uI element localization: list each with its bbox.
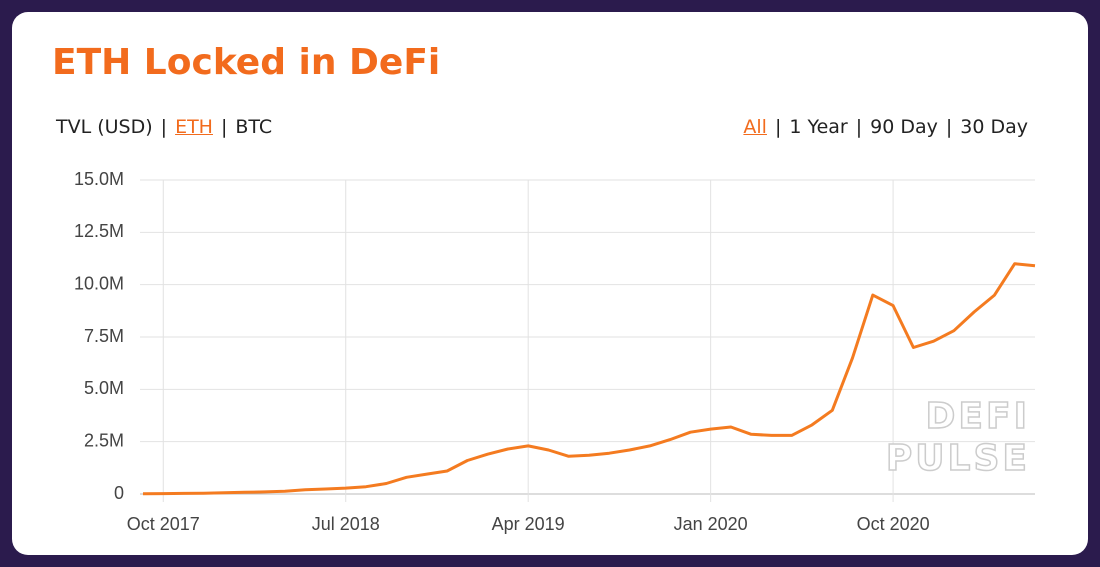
- separator: |: [945, 116, 953, 138]
- x-tick-label: Jul 2018: [312, 514, 380, 534]
- toggle-option[interactable]: 1 Year: [789, 116, 848, 138]
- card: ETH Locked in DeFi TVL (USD) | ETH | BTC All…: [12, 12, 1088, 555]
- y-tick-label: 5.0M: [84, 378, 124, 398]
- toggle-option[interactable]: BTC: [235, 116, 273, 138]
- y-tick-label: 10.0M: [74, 273, 124, 293]
- x-tick-label: Oct 2020: [857, 514, 930, 534]
- separator: |: [160, 116, 168, 138]
- watermark: PULSE: [886, 438, 1030, 479]
- x-tick-label: Oct 2017: [127, 514, 200, 534]
- separator: |: [220, 116, 228, 138]
- data-line: [142, 262, 1036, 496]
- toggle-option[interactable]: TVL (USD): [56, 116, 153, 138]
- range-toggle: All | 1 Year | 90 Day | 30 Day: [743, 116, 1028, 138]
- x-tick-label: Jan 2020: [674, 514, 748, 534]
- toggle-option[interactable]: 90 Day: [870, 116, 938, 138]
- toggle-option[interactable]: 30 Day: [960, 116, 1028, 138]
- y-tick-label: 7.5M: [84, 326, 124, 346]
- y-tick-label: 12.5M: [74, 221, 124, 241]
- y-tick-label: 2.5M: [84, 430, 124, 450]
- y-tick-label: 15.0M: [74, 169, 124, 189]
- y-tick-label: 0: [114, 483, 124, 503]
- toggle-option[interactable]: ETH: [175, 116, 213, 138]
- toggle-option[interactable]: All: [743, 116, 767, 138]
- x-tick-label: Apr 2019: [492, 514, 565, 534]
- separator: |: [774, 116, 782, 138]
- watermark: DEFI: [926, 396, 1030, 437]
- title: ETH Locked in DeFi: [52, 42, 441, 83]
- unit-toggle: TVL (USD) | ETH | BTC: [56, 116, 272, 138]
- separator: |: [855, 116, 863, 138]
